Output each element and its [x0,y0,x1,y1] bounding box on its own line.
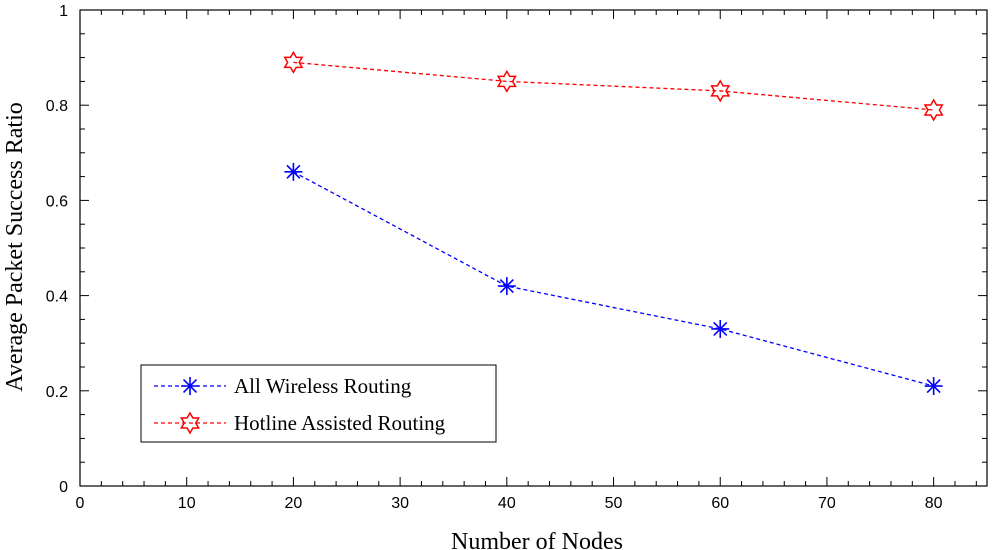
y-tick-label: 0.2 [46,384,68,401]
data-point-series-2 [283,50,304,74]
series-line-2 [293,61,934,111]
legend-marker-2 [180,411,200,435]
x-tick-label: 30 [391,495,409,512]
y-tick-label: 0.6 [46,193,68,210]
data-point-series-1 [497,277,516,296]
x-tick-label: 50 [605,495,623,512]
x-tick-label: 60 [711,495,729,512]
y-tick-label: 0.8 [46,98,68,115]
data-point-series-1 [711,319,730,338]
x-tick-label: 40 [498,495,516,512]
y-tick-label: 0.4 [46,289,68,306]
y-tick-label: 0 [59,479,68,496]
data-point-series-2 [710,79,731,103]
legend-label-2: Hotline Assisted Routing [234,411,446,435]
legend-box [140,364,497,443]
x-tick-label: 70 [818,495,836,512]
y-tick-label: 1 [59,3,68,20]
y-axis-title: Average Packet Success Ratio [2,102,28,391]
data-point-series-1 [924,377,943,396]
x-tick-label: 0 [76,495,85,512]
x-axis-title: Number of Nodes [451,529,623,550]
legend: All Wireless Routing Hotline Assisted Rou… [140,364,497,443]
legend-marker-1 [181,377,199,395]
x-tick-label: 80 [925,495,943,512]
legend-label-1: All Wireless Routing [234,374,412,398]
data-point-series-1 [284,162,303,181]
x-tick-label: 10 [178,495,196,512]
data-point-series-2 [496,69,517,93]
x-tick-label: 20 [285,495,303,512]
series-line-1 [293,171,934,387]
data-point-series-2 [923,98,944,122]
